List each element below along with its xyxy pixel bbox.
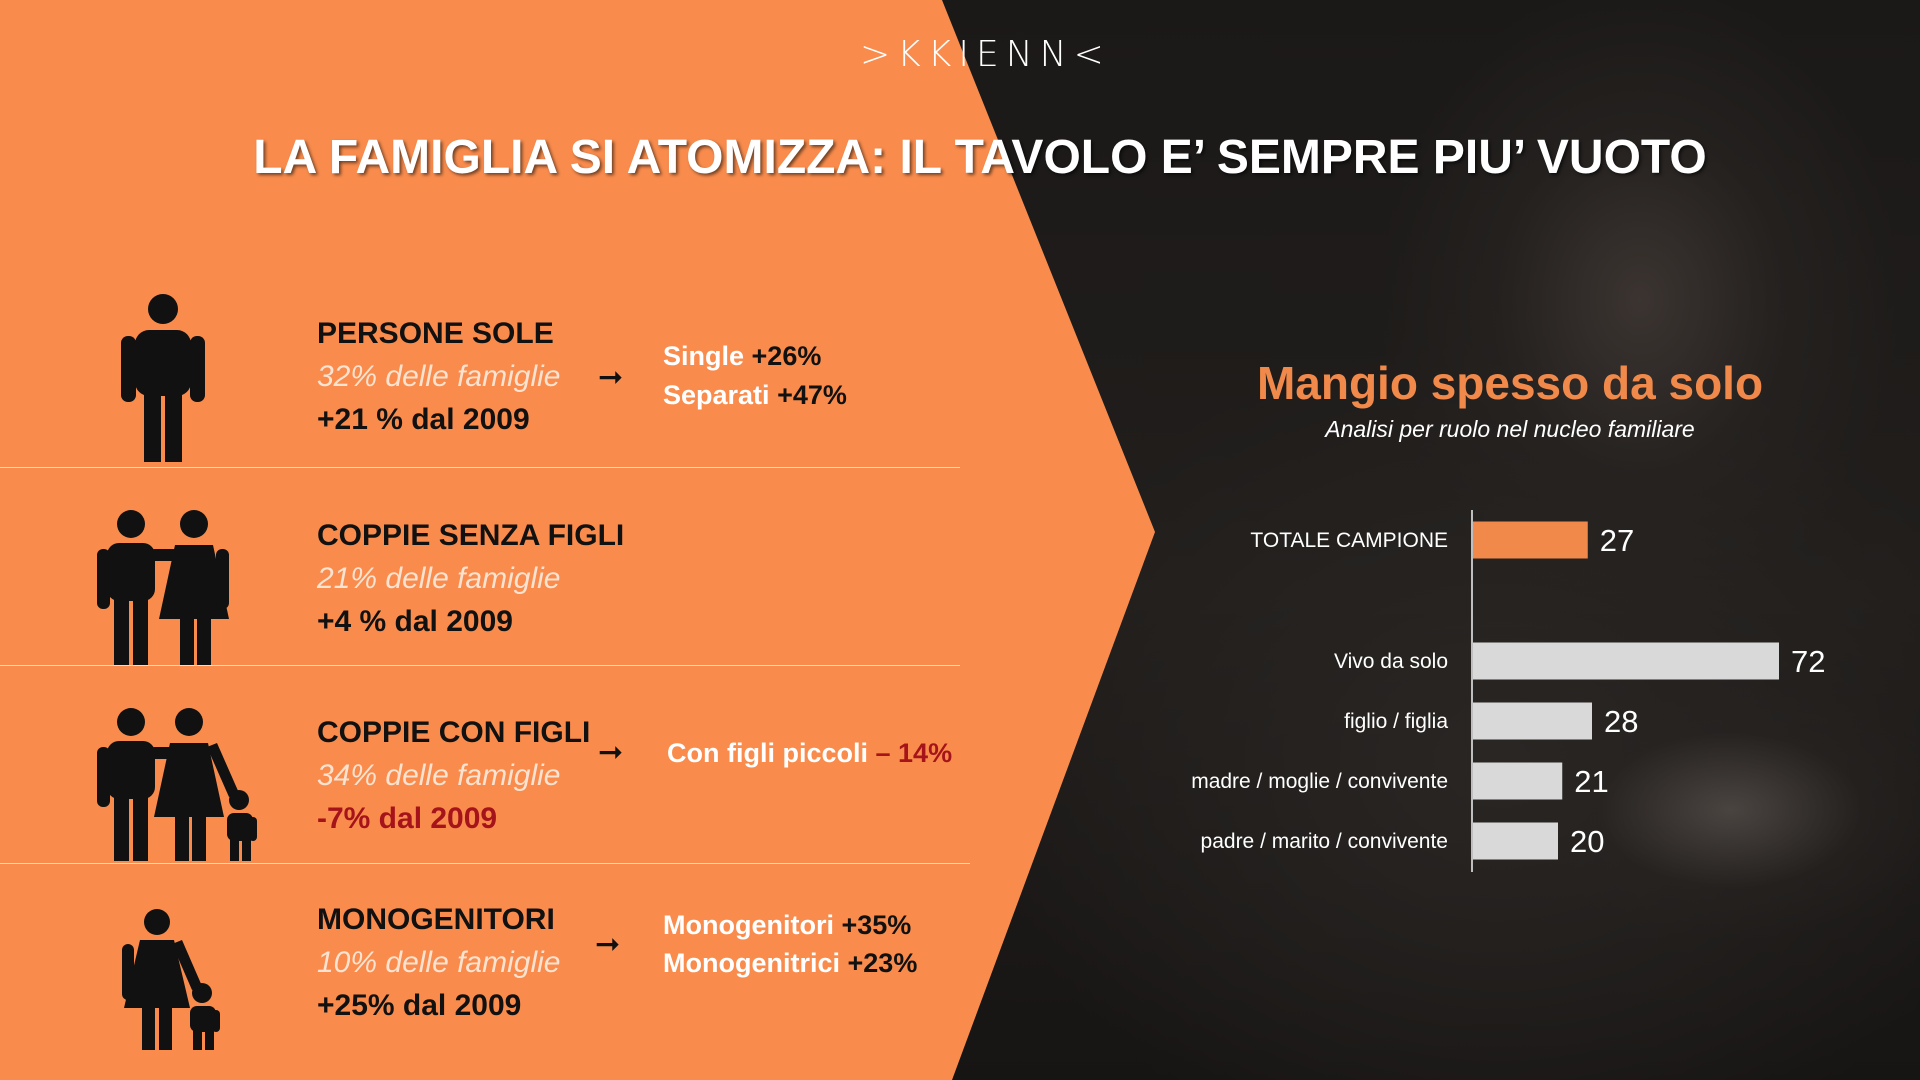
row-title: COPPIE SENZA FIGLI: [317, 519, 625, 552]
category-label: padre / marito / convivente: [1201, 830, 1448, 853]
row-change: -7% dal 2009: [317, 802, 498, 835]
data-label: 72: [1791, 644, 1825, 679]
detail-label: Single: [663, 341, 745, 371]
arrow-right-icon: ➞: [595, 928, 621, 961]
brand-logo: >KKIENN<: [860, 34, 1111, 75]
single-parent-icon: [122, 909, 220, 1050]
detail-value: – 14%: [875, 738, 953, 768]
arrow-right-icon: ➞: [598, 736, 624, 769]
couple-icon: [97, 510, 229, 665]
detail-label: Con figli piccoli: [667, 738, 868, 768]
row-change: +21 % dal 2009: [317, 403, 530, 436]
detail-label: Monogenitori: [663, 910, 834, 940]
detail-line: Monogenitori +35%: [663, 910, 911, 941]
detail-line: Monogenitrici +23%: [663, 948, 917, 979]
detail-label: Separati: [663, 380, 770, 410]
row-share: 34% delle famiglie: [317, 759, 561, 792]
row-divider: [0, 665, 960, 666]
chart-bar: [1473, 822, 1558, 860]
chart-bar: [1473, 762, 1563, 800]
row-share: 21% delle famiglie: [317, 562, 561, 595]
row-title: PERSONE SOLE: [317, 317, 554, 350]
row-share: 10% delle famiglie: [317, 946, 561, 979]
category-label: TOTALE CAMPIONE: [1250, 529, 1448, 552]
category-label: madre / moglie / convivente: [1191, 770, 1448, 793]
detail-label: Monogenitrici: [663, 948, 840, 978]
chart-subtitle: Analisi per ruolo nel nucleo familiare: [1325, 416, 1695, 442]
data-label: 28: [1604, 704, 1638, 739]
detail-value: +26%: [751, 341, 822, 371]
page-title: LA FAMIGLIA SI ATOMIZZA: IL TAVOLO E’ SE…: [253, 131, 1707, 184]
chart-title: Mangio spesso da solo: [1256, 357, 1764, 409]
bar-chart: TOTALE CAMPIONE 27 Vivo da solo 72 figlio / …: [1191, 510, 1825, 872]
data-label: 20: [1570, 824, 1604, 859]
chart-bar: [1473, 702, 1592, 740]
row-divider: [0, 863, 970, 864]
row-title: MONOGENITORI: [317, 903, 555, 936]
chart-bar: [1473, 521, 1588, 559]
arrow-right-icon: ➞: [598, 361, 624, 394]
single-person-icon: [121, 294, 205, 462]
data-label: 21: [1574, 764, 1608, 799]
detail-line: Separati +47%: [663, 380, 847, 411]
chart-bar: [1473, 642, 1779, 680]
row-share: 32% delle famiglie: [317, 360, 561, 393]
row-change: +4 % dal 2009: [317, 605, 513, 638]
data-label: 27: [1600, 523, 1634, 558]
category-label: figlio / figlia: [1344, 710, 1448, 733]
category-label: Vivo da solo: [1334, 650, 1448, 673]
couple-with-child-icon: [97, 708, 257, 861]
detail-value: +47%: [777, 380, 847, 410]
row-divider: [0, 467, 960, 468]
row-change: +25% dal 2009: [317, 989, 522, 1022]
orange-panel: [0, 0, 1155, 1080]
detail-value: +23%: [847, 948, 918, 978]
row-title: COPPIE CON FIGLI: [317, 716, 591, 749]
detail-line: Con figli piccoli – 14%: [667, 738, 952, 769]
detail-line: Single +26%: [663, 341, 821, 372]
detail-value: +35%: [841, 910, 912, 940]
